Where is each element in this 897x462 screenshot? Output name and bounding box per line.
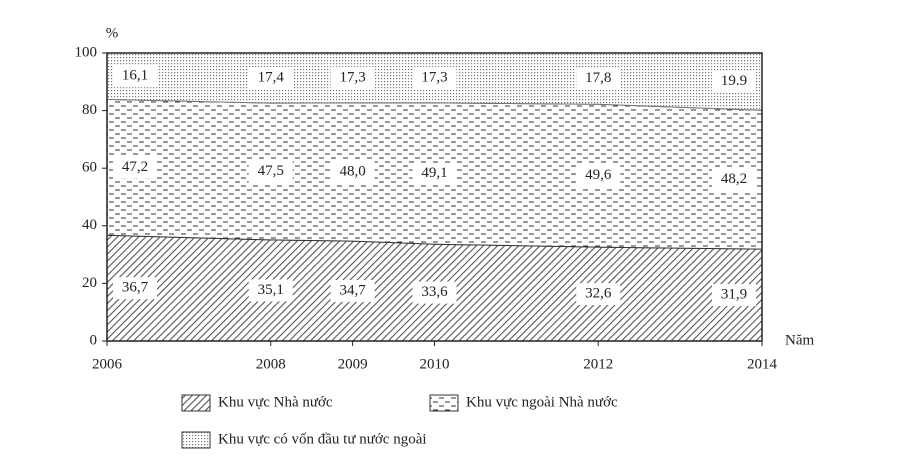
value-label: 32,6	[585, 285, 612, 301]
label-box	[330, 160, 375, 183]
value-label: 48,0	[340, 163, 366, 179]
value-label: 34,7	[340, 282, 367, 298]
y-tick-label: 60	[82, 160, 97, 176]
legend-label: Khu vực Nhà nước	[218, 394, 333, 410]
label-box	[576, 164, 621, 187]
value-label: 47,5	[258, 163, 284, 179]
label-box	[248, 67, 293, 90]
label-box	[576, 67, 621, 90]
legend-label: Khu vực ngoài Nhà nước	[466, 394, 618, 410]
y-tick-label: 80	[82, 102, 97, 118]
value-label: 47,2	[122, 159, 148, 175]
value-label: 16,1	[122, 68, 148, 84]
value-label: 49,1	[421, 165, 447, 181]
value-label: 49,6	[585, 167, 612, 183]
x-tick-label: 2014	[747, 356, 778, 372]
value-label: 36,7	[122, 280, 149, 296]
label-box	[248, 160, 293, 183]
x-tick-label: 2012	[583, 356, 613, 372]
y-tick-label: 100	[75, 44, 98, 60]
label-box	[712, 168, 756, 191]
value-label: 17,8	[585, 70, 611, 86]
value-label: 17,3	[421, 69, 447, 85]
label-box	[712, 284, 756, 307]
value-label: 35,1	[258, 282, 284, 298]
legend-swatch	[181, 394, 211, 412]
label-box	[412, 162, 457, 185]
label-box	[248, 279, 293, 302]
label-box	[113, 156, 157, 179]
y-tick-label: 20	[82, 275, 97, 291]
x-tick-label: 2006	[92, 356, 123, 372]
value-label: 48,2	[721, 171, 747, 187]
y-axis-label: %	[106, 25, 119, 41]
x-tick-label: 2009	[338, 356, 368, 372]
value-label: 17,3	[340, 69, 366, 85]
x-tick-label: 2008	[256, 356, 286, 372]
value-label: 19.9	[721, 73, 747, 89]
label-box	[113, 277, 157, 300]
legend-label: Khu vực có vốn đầu tư nước ngoài	[218, 431, 427, 447]
value-label: 31,9	[721, 287, 747, 303]
y-tick-label: 0	[90, 332, 98, 348]
label-box	[576, 283, 621, 306]
x-tick-label: 2010	[420, 356, 450, 372]
x-axis-label: Năm	[785, 332, 814, 348]
label-box	[412, 281, 457, 304]
legend-swatch	[181, 431, 211, 449]
legend-swatch	[429, 394, 459, 412]
label-box	[712, 70, 756, 93]
label-box	[113, 65, 157, 88]
value-label: 33,6	[421, 284, 448, 300]
label-box	[412, 66, 457, 89]
label-box	[330, 280, 375, 303]
y-tick-label: 40	[82, 217, 97, 233]
value-label: 17,4	[258, 69, 285, 85]
label-box	[330, 66, 375, 89]
